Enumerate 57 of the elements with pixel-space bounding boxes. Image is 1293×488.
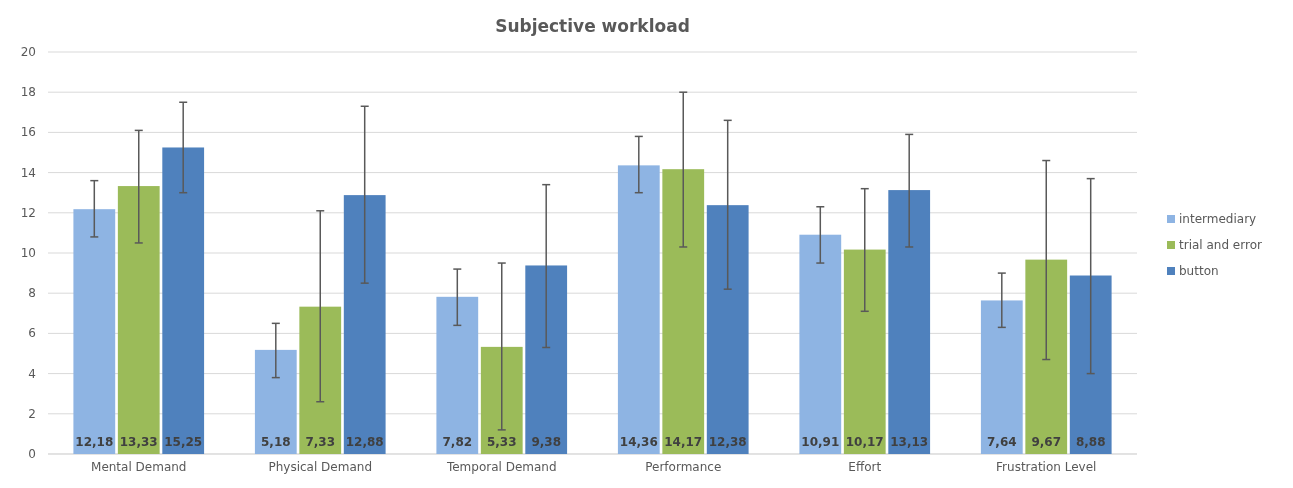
data-label: 14,36 bbox=[619, 435, 658, 449]
x-tick-label: Effort bbox=[848, 460, 882, 474]
bar bbox=[662, 169, 705, 454]
data-label: 13,13 bbox=[890, 435, 929, 449]
bar bbox=[117, 186, 160, 454]
data-label: 12,88 bbox=[345, 435, 384, 449]
data-label: 5,18 bbox=[261, 435, 291, 449]
y-tick-label: 16 bbox=[20, 125, 36, 140]
y-tick-label: 4 bbox=[28, 366, 36, 381]
bar bbox=[1069, 275, 1112, 454]
data-label: 12,38 bbox=[708, 435, 747, 449]
x-tick-label: Performance bbox=[645, 460, 722, 474]
y-tick-label: 10 bbox=[20, 246, 36, 260]
y-tick-label: 14 bbox=[20, 165, 36, 180]
data-label: 10,17 bbox=[845, 435, 884, 449]
bar bbox=[799, 234, 842, 454]
bar bbox=[73, 209, 116, 454]
x-tick-label: Frustration Level bbox=[996, 460, 1097, 474]
bar bbox=[525, 265, 568, 454]
x-tick-label: Mental Demand bbox=[91, 460, 187, 474]
chart-title: Subjective workload bbox=[495, 16, 690, 36]
data-label: 5,33 bbox=[486, 435, 517, 449]
bar bbox=[343, 195, 386, 454]
legend-label: intermediary bbox=[1179, 212, 1257, 226]
data-label: 15,25 bbox=[164, 435, 203, 449]
y-tick-label: 20 bbox=[20, 45, 36, 59]
y-tick-label: 6 bbox=[28, 326, 36, 341]
bar bbox=[706, 205, 749, 454]
bar bbox=[843, 249, 886, 454]
x-tick-label: Physical Demand bbox=[268, 460, 373, 474]
data-label: 10,91 bbox=[801, 435, 840, 449]
bar bbox=[617, 165, 660, 454]
data-label: 13,33 bbox=[119, 435, 158, 449]
data-label: 9,67 bbox=[1031, 435, 1062, 449]
bar bbox=[254, 349, 297, 454]
data-label: 8,88 bbox=[1075, 435, 1106, 449]
y-tick-label: 8 bbox=[28, 286, 36, 301]
y-tick-label: 2 bbox=[28, 406, 36, 421]
legend-label: trial and error bbox=[1179, 238, 1262, 252]
legend-label: button bbox=[1179, 264, 1219, 278]
bar bbox=[1025, 259, 1068, 454]
bar bbox=[162, 147, 205, 454]
x-tick-label: Temporal Demand bbox=[445, 460, 557, 474]
y-tick-label: 0 bbox=[28, 447, 36, 461]
bar bbox=[299, 306, 342, 454]
data-label: 12,18 bbox=[75, 435, 114, 449]
bar bbox=[436, 296, 479, 454]
data-label: 14,17 bbox=[664, 435, 703, 449]
data-label: 9,38 bbox=[531, 435, 561, 449]
data-label: 7,33 bbox=[305, 435, 336, 449]
bar bbox=[980, 300, 1023, 454]
y-tick-label: 18 bbox=[20, 85, 36, 100]
y-tick-label: 12 bbox=[20, 205, 36, 220]
data-label: 7,64 bbox=[987, 435, 1017, 449]
data-label: 7,82 bbox=[442, 435, 473, 449]
bar bbox=[888, 190, 931, 454]
bar bbox=[480, 346, 523, 454]
